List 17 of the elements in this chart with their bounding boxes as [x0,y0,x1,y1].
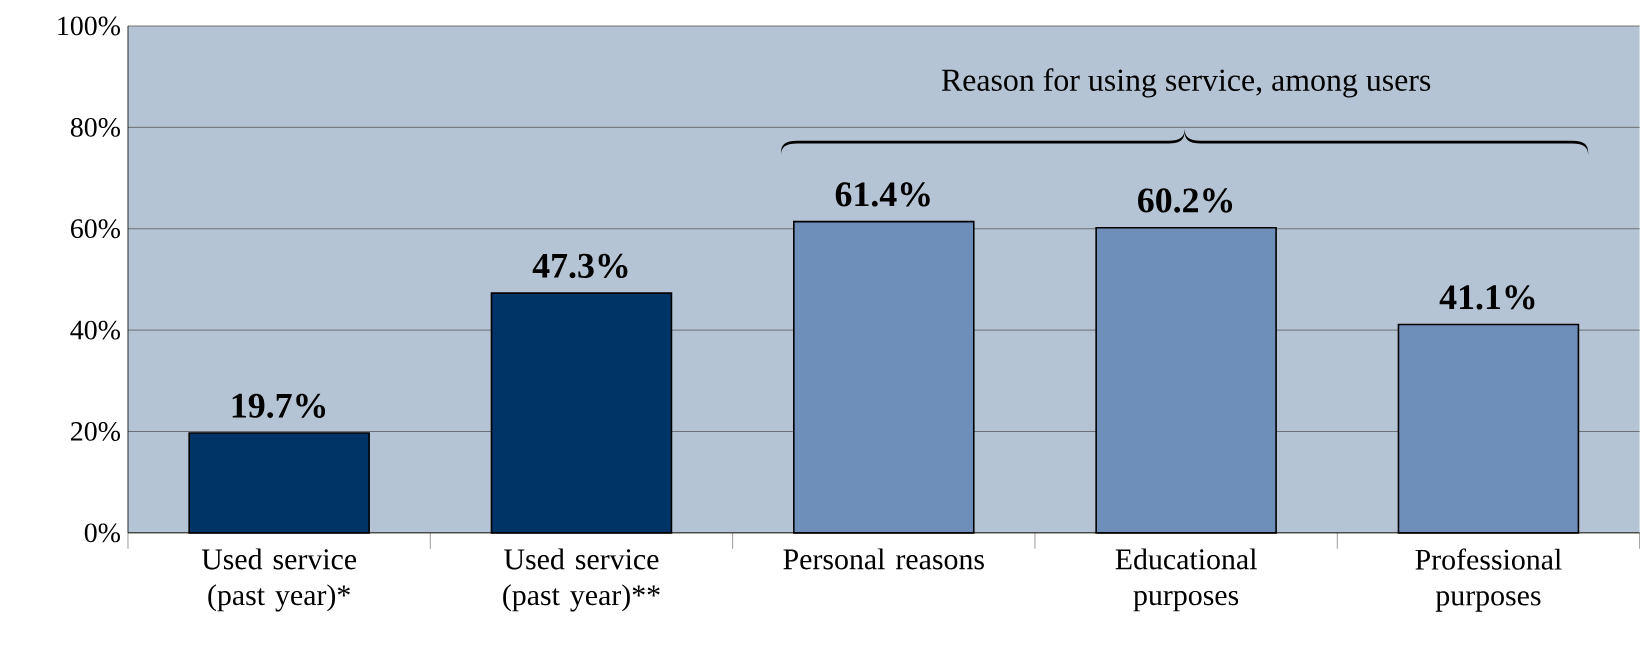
x-tick-label: Used service (past year)* [201,548,357,612]
data-label: 61.4% [835,182,930,207]
data-label: 47.3% [532,253,628,279]
x-tick-label: Professional purposes [1415,548,1562,612]
data-label: 19.7% [232,393,326,419]
x-tick-label: Educational purposes [1115,548,1257,612]
y-tick-label: 60% [71,219,120,239]
data-label: 60.2% [1138,188,1233,213]
data-label: 41.1% [1439,285,1535,310]
y-tick-label: 40% [70,320,120,340]
y-tick-label: 80% [70,117,120,137]
annotation: Reason for using service, among users [941,68,1431,98]
y-tick-label: 0% [84,523,120,543]
x-tick-label: Personal reasons [783,548,984,570]
y-tick-label: 100% [58,16,120,36]
x-tick-label: Used service (past year)** [503,548,660,612]
y-tick-label: 20% [71,422,120,442]
